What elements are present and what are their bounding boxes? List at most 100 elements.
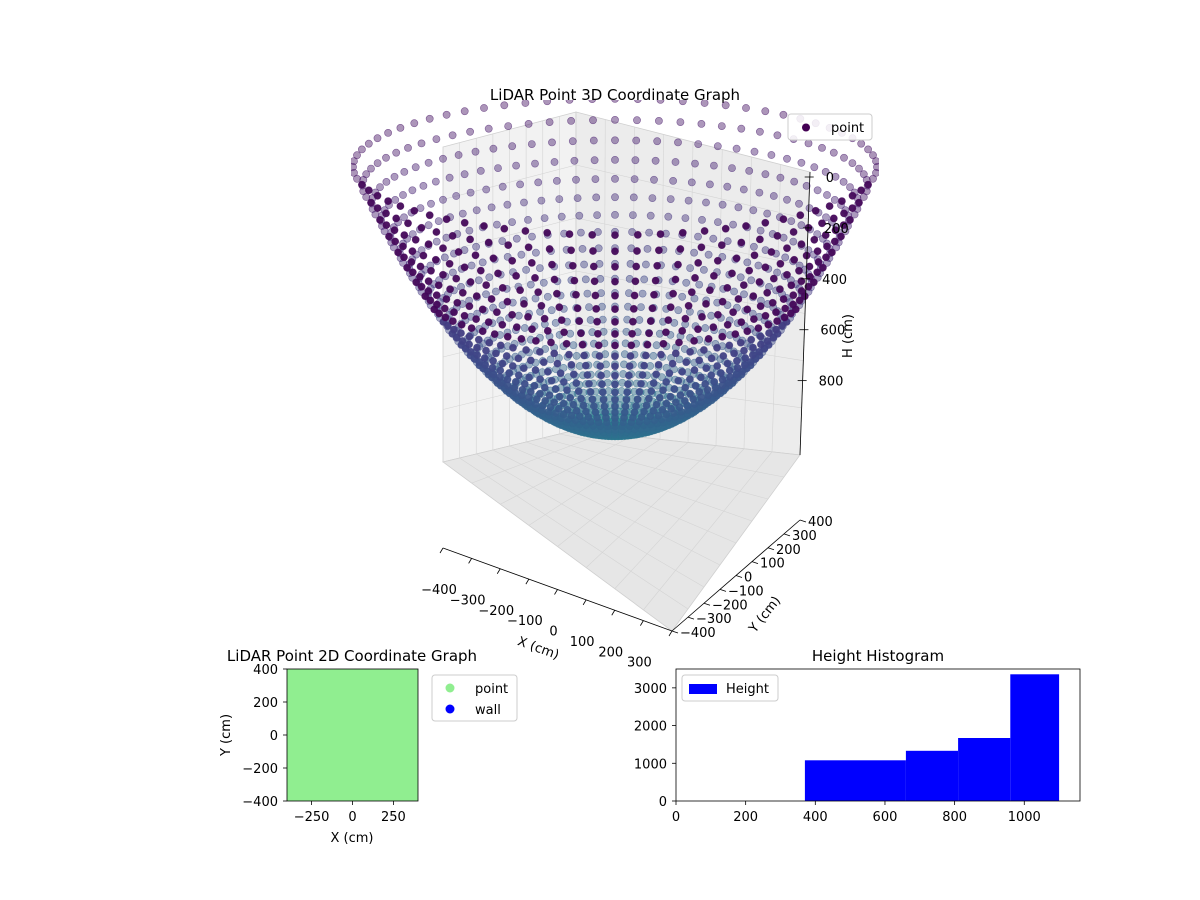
lidar-point	[818, 143, 826, 152]
lidar-point	[756, 226, 765, 235]
lidar-point	[631, 277, 640, 286]
lidar-point	[719, 352, 728, 360]
lidar-point	[407, 258, 416, 266]
lidar-point	[472, 315, 480, 323]
lidar-point	[457, 329, 465, 337]
lidar-point	[674, 306, 683, 315]
lidar-point	[454, 151, 463, 159]
lidar-point	[702, 198, 710, 207]
legend-marker-wall	[445, 704, 455, 714]
lidar-point	[572, 406, 581, 415]
lidar-point	[403, 263, 411, 272]
lidar-point	[578, 244, 587, 253]
lidar-point	[718, 297, 727, 306]
lidar-point	[439, 154, 447, 163]
lidar-point	[476, 166, 485, 175]
lidar-point	[772, 325, 780, 334]
lidar-point	[709, 234, 718, 243]
lidar-point	[537, 301, 546, 310]
lidar-point	[684, 301, 693, 310]
lidar-point	[729, 308, 737, 317]
lidar-point	[649, 379, 658, 387]
lidar-point	[652, 341, 661, 350]
lidar-point	[472, 242, 480, 251]
lidar-point	[452, 274, 461, 283]
lidar-point	[653, 137, 662, 146]
lidar-point	[512, 161, 520, 170]
lidar-point	[789, 291, 798, 300]
lidar-point	[448, 268, 457, 277]
lidar-point	[714, 310, 722, 319]
lidar-point	[520, 324, 529, 332]
lidar-point	[382, 153, 390, 162]
lidar-point	[728, 164, 736, 172]
y-tick	[687, 616, 695, 620]
lidar-point	[707, 354, 716, 363]
lidar-point	[779, 110, 788, 119]
lidar-point	[611, 193, 619, 202]
lidar-point	[487, 295, 496, 303]
plot2d-legend: point wall	[431, 674, 518, 722]
lidar-point	[364, 139, 373, 148]
lidar-point	[757, 340, 765, 349]
lidar-point	[512, 323, 521, 332]
lidar-point	[498, 359, 507, 368]
lidar-point	[611, 174, 619, 183]
x-tick-label: −400	[421, 583, 457, 598]
lidar-point	[570, 276, 579, 285]
lidar-point	[512, 271, 520, 280]
lidar-point	[590, 277, 599, 286]
lidar-point	[651, 156, 660, 165]
lidar-point	[546, 355, 555, 364]
lidar-point	[411, 235, 420, 244]
lidar-point	[839, 177, 848, 186]
lidar-point	[367, 164, 375, 173]
lidar-point	[545, 245, 554, 253]
lidar-point	[818, 219, 826, 228]
lidar-point	[465, 302, 474, 311]
x-tick-label: 200	[598, 645, 623, 660]
lidar-point	[855, 164, 863, 173]
lidar-point	[698, 312, 706, 321]
lidar-point	[539, 358, 548, 367]
lidar-point	[432, 228, 441, 236]
lidar-point	[629, 317, 637, 326]
lidar-point	[489, 144, 498, 153]
lidar-point	[810, 163, 819, 172]
lidar-point	[478, 327, 487, 336]
lidar-point	[373, 159, 382, 167]
y-tick	[703, 602, 711, 606]
lidar-point	[721, 224, 730, 233]
lidar-point	[704, 334, 713, 343]
lidar-point	[643, 340, 652, 349]
y-tick	[735, 575, 743, 578]
y-tick-label: 0	[659, 795, 667, 810]
lidar-point	[532, 248, 540, 257]
lidar-point	[645, 329, 653, 338]
lidar-point	[508, 310, 516, 319]
lidar-point	[819, 263, 827, 272]
lidar-point	[611, 362, 619, 371]
lidar-point	[508, 218, 516, 226]
lidar-point	[534, 288, 543, 297]
lidar-point	[706, 286, 714, 295]
lidar-point	[416, 262, 425, 271]
lidar-point	[498, 283, 507, 292]
lidar-point	[568, 261, 577, 270]
lidar-point	[686, 389, 694, 398]
lidar-point	[391, 195, 400, 204]
hist-bar	[1010, 674, 1060, 801]
lidar-point	[391, 237, 400, 246]
lidar-point	[733, 356, 741, 365]
y-tick	[671, 630, 679, 634]
lidar-point	[592, 193, 601, 202]
lidar-point	[761, 218, 770, 227]
lidar-point	[434, 281, 443, 290]
x-tick	[668, 630, 673, 637]
lidar-point	[550, 398, 559, 407]
lidar-point	[452, 192, 461, 200]
hist-bar	[958, 738, 1011, 801]
lidar-point	[681, 314, 690, 323]
